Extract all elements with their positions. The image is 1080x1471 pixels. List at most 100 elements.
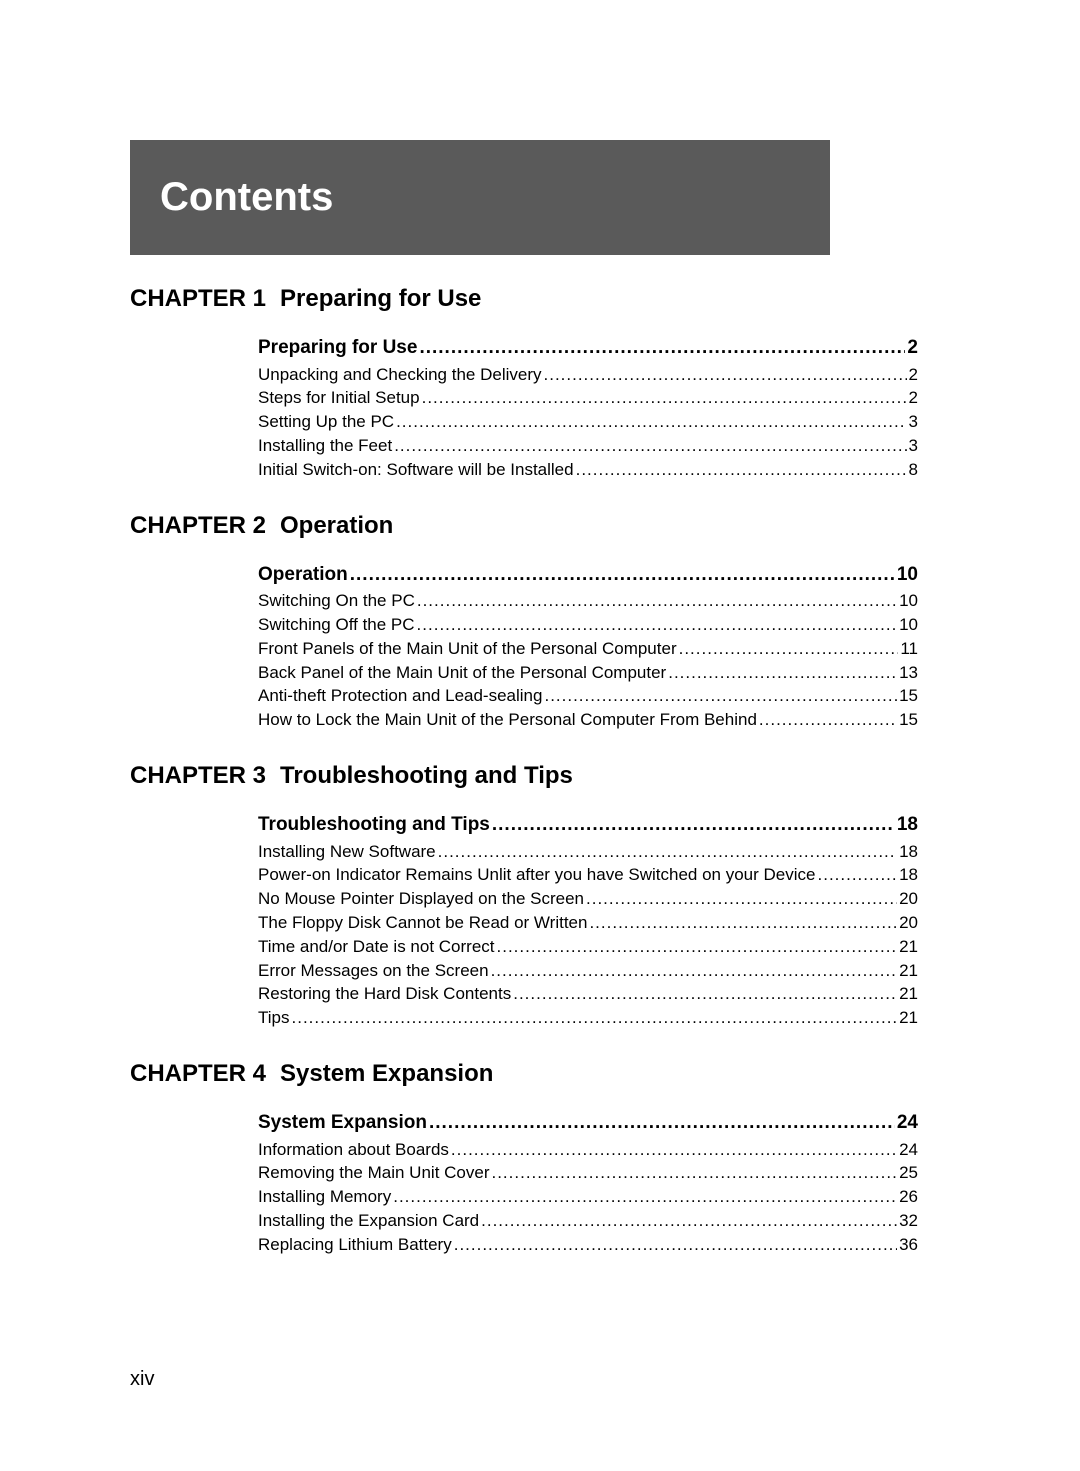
toc-entry-page: 18 — [899, 840, 918, 864]
toc-leader-dots — [679, 637, 899, 661]
toc-entry: How to Lock the Main Unit of the Persona… — [258, 708, 918, 732]
toc-leader-dots — [396, 410, 906, 434]
chapter-title: Troubleshooting and Tips — [280, 762, 573, 790]
toc-entry: Information about Boards24 — [258, 1138, 918, 1162]
toc-entry-title: Unpacking and Checking the Delivery — [258, 363, 542, 387]
toc-entry-page: 21 — [899, 935, 918, 959]
toc-entry-page: 32 — [899, 1209, 918, 1233]
toc-entry: Installing Memory26 — [258, 1185, 918, 1209]
toc-entry: Replacing Lithium Battery36 — [258, 1233, 918, 1257]
toc-entry: Front Panels of the Main Unit of the Per… — [258, 637, 918, 661]
chapter-heading: CHAPTER 4System Expansion — [130, 1060, 955, 1088]
toc-section-title: Preparing for Use — [258, 335, 417, 362]
chapter-heading: CHAPTER 2Operation — [130, 512, 955, 540]
section-block: Operation10Switching On the PC10Switchin… — [258, 562, 918, 732]
toc-leader-dots — [544, 363, 907, 387]
toc-entry-title: Replacing Lithium Battery — [258, 1233, 452, 1257]
chapter-title: Operation — [280, 512, 393, 540]
toc-entry-title: Switching On the PC — [258, 589, 415, 613]
toc-section-page: 10 — [897, 562, 918, 589]
toc-entry-page: 11 — [900, 637, 918, 661]
toc-leader-dots — [544, 684, 897, 708]
toc-entry-page: 10 — [899, 589, 918, 613]
toc-entry-title: Initial Switch-on: Software will be Inst… — [258, 458, 574, 482]
toc-entry-title: Back Panel of the Main Unit of the Perso… — [258, 661, 666, 685]
toc-entry: Switching Off the PC 10 — [258, 613, 918, 637]
toc-leader-dots — [454, 1233, 897, 1257]
toc-entry-page: 21 — [899, 1006, 918, 1030]
toc-entry-title: The Floppy Disk Cannot be Read or Writte… — [258, 911, 587, 935]
chapter-title: System Expansion — [280, 1060, 493, 1088]
toc-leader-dots — [497, 935, 898, 959]
toc-entry-title: Error Messages on the Screen — [258, 959, 489, 983]
toc-section-page: 2 — [907, 335, 918, 362]
toc-leader-dots — [394, 434, 906, 458]
section-block: System Expansion24Information about Boar… — [258, 1110, 918, 1257]
toc-entry-title: Removing the Main Unit Cover — [258, 1161, 489, 1185]
chapter-title: Preparing for Use — [280, 285, 481, 313]
toc-section-head: Preparing for Use 2 — [258, 335, 918, 362]
toc-entry: Initial Switch-on: Software will be Inst… — [258, 458, 918, 482]
section-block: Preparing for Use2Unpacking and Checking… — [258, 335, 918, 482]
toc-entry-page: 15 — [899, 684, 918, 708]
toc-entry-page: 15 — [899, 708, 918, 732]
toc-entry: Steps for Initial Setup 2 — [258, 386, 918, 410]
toc-entry-title: Information about Boards — [258, 1138, 449, 1162]
toc-entry: Removing the Main Unit Cover 25 — [258, 1161, 918, 1185]
toc-section-title: System Expansion — [258, 1110, 427, 1137]
toc-entry-page: 18 — [899, 863, 918, 887]
toc-entry: Installing the Expansion Card 32 — [258, 1209, 918, 1233]
toc-entry: Anti-theft Protection and Lead-sealing 15 — [258, 684, 918, 708]
toc-entry: Power-on Indicator Remains Unlit after y… — [258, 863, 918, 887]
toc-leader-dots — [513, 982, 897, 1006]
toc-entry-page: 8 — [909, 458, 918, 482]
toc-entry-title: Time and/or Date is not Correct — [258, 935, 495, 959]
toc-entry: Restoring the Hard Disk Contents 21 — [258, 982, 918, 1006]
chapter-label: CHAPTER 2 — [130, 512, 280, 540]
toc-entry-title: Installing New Software — [258, 840, 436, 864]
toc-leader-dots — [417, 613, 898, 637]
toc-entry-page: 21 — [899, 982, 918, 1006]
page-container: Contents CHAPTER 1Preparing for UsePrepa… — [0, 0, 1080, 1471]
toc-entry-title: Anti-theft Protection and Lead-sealing — [258, 684, 542, 708]
toc-entry: The Floppy Disk Cannot be Read or Writte… — [258, 911, 918, 935]
title-banner: Contents — [130, 140, 830, 255]
toc-entry-page: 21 — [899, 959, 918, 983]
toc-leader-dots — [491, 1161, 897, 1185]
toc-entry-title: No Mouse Pointer Displayed on the Screen — [258, 887, 584, 911]
toc-leader-dots — [481, 1209, 897, 1233]
toc-leader-dots — [668, 661, 897, 685]
toc-entry: Unpacking and Checking the Delivery2 — [258, 363, 918, 387]
toc-entry: Tips21 — [258, 1006, 918, 1030]
toc-leader-dots — [492, 812, 895, 839]
toc-entry-title: How to Lock the Main Unit of the Persona… — [258, 708, 757, 732]
toc-entry-title: Switching Off the PC — [258, 613, 415, 637]
toc-leader-dots — [292, 1006, 898, 1030]
toc-entry-page: 13 — [899, 661, 918, 685]
toc-entry-page: 26 — [899, 1185, 918, 1209]
chapters-list: CHAPTER 1Preparing for UsePreparing for … — [130, 285, 955, 1257]
toc-entry: No Mouse Pointer Displayed on the Screen… — [258, 887, 918, 911]
toc-entry-page: 20 — [899, 887, 918, 911]
toc-leader-dots — [429, 1110, 895, 1137]
toc-entry-page: 10 — [899, 613, 918, 637]
toc-entry-page: 25 — [899, 1161, 918, 1185]
toc-entry-title: Installing the Expansion Card — [258, 1209, 479, 1233]
toc-section-title: Troubleshooting and Tips — [258, 812, 490, 839]
toc-leader-dots — [589, 911, 897, 935]
toc-entry: Switching On the PC 10 — [258, 589, 918, 613]
page-number: xiv — [130, 1368, 154, 1391]
toc-entry: Back Panel of the Main Unit of the Perso… — [258, 661, 918, 685]
toc-leader-dots — [393, 1185, 897, 1209]
toc-entry-page: 20 — [899, 911, 918, 935]
toc-entry-title: Restoring the Hard Disk Contents — [258, 982, 511, 1006]
toc-entry-title: Steps for Initial Setup — [258, 386, 420, 410]
toc-entry: Error Messages on the Screen 21 — [258, 959, 918, 983]
toc-section-page: 18 — [897, 812, 918, 839]
toc-leader-dots — [451, 1138, 897, 1162]
toc-entry: Time and/or Date is not Correct 21 — [258, 935, 918, 959]
chapter-label: CHAPTER 3 — [130, 762, 280, 790]
toc-leader-dots — [576, 458, 907, 482]
toc-entry-page: 2 — [909, 386, 918, 410]
toc-entry-title: Power-on Indicator Remains Unlit after y… — [258, 863, 816, 887]
